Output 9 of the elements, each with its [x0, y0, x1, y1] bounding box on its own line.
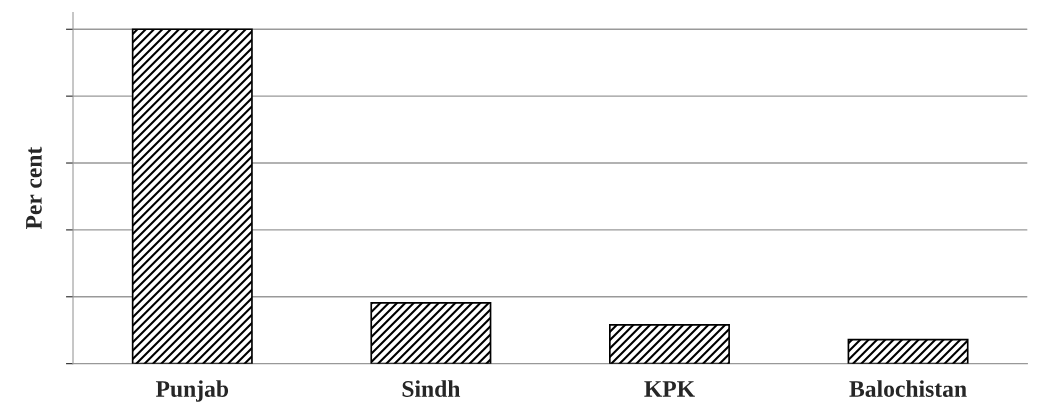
x-tick-label: Sindh [402, 380, 461, 397]
bar [608, 324, 730, 364]
x-tick-label: Punjab [155, 380, 229, 402]
x-tick-label: KPK [644, 381, 695, 397]
y-axis-title: Per cent [26, 146, 42, 230]
bar [847, 338, 969, 364]
bar [370, 301, 492, 364]
x-tick-label: Balochistan [849, 380, 967, 397]
bar [131, 28, 253, 364]
